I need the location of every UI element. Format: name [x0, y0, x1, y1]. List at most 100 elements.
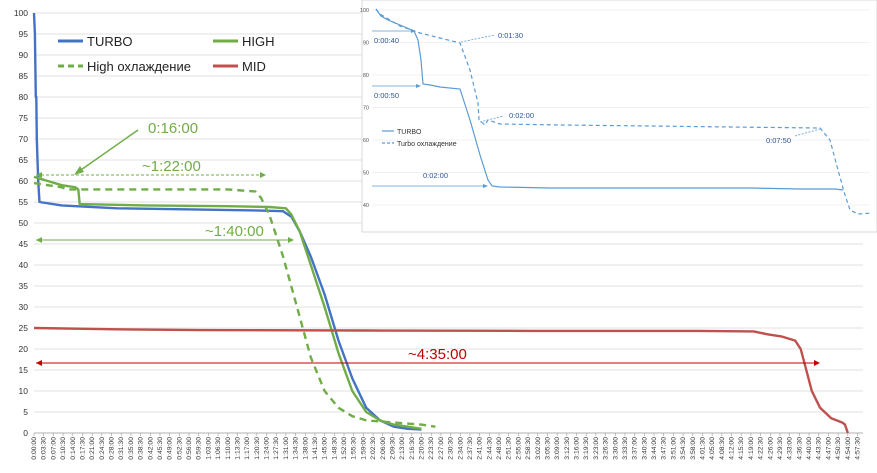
y-tick-label: 35	[19, 281, 29, 291]
x-tick-label: 3:47:30	[661, 437, 668, 460]
inset-y-tick-label: 90	[363, 41, 369, 47]
x-tick-label: 2:41:00	[477, 437, 484, 460]
x-tick-label: 2:23:30	[428, 437, 435, 460]
x-tick-label: 1:55:30	[351, 437, 358, 460]
x-tick-label: 0:03:30	[41, 437, 48, 460]
inset-line-turbo	[375, 8, 844, 191]
annotation-1h22: ~1:22:00	[36, 158, 266, 178]
x-tick-label: 4:22:30	[758, 437, 765, 460]
inset-annotation-0-01-30: 0:01:30	[498, 31, 523, 40]
x-tick-label: 2:37:30	[467, 437, 474, 460]
x-tick-label: 2:44:30	[486, 437, 493, 460]
y-tick-label: 80	[19, 92, 29, 102]
x-tick-label: 0:52:30	[176, 437, 183, 460]
x-tick-label: 2:13:00	[399, 437, 406, 460]
inset-y-tick-label: 60	[363, 138, 369, 144]
x-tick-label: 3:30:00	[612, 437, 619, 460]
x-tick-label: 3:19:30	[583, 437, 590, 460]
y-tick-label: 45	[19, 239, 29, 249]
inset-annotation-0-02-00-a: 0:02:00	[509, 111, 534, 120]
x-tick-label: 4:19:00	[748, 437, 755, 460]
x-tick-label: 0:10:30	[60, 437, 67, 460]
annotation-16min: 0:16:00	[36, 120, 263, 176]
x-tick-label: 0:38:30	[138, 437, 145, 460]
x-tick-label: 2:58:30	[525, 437, 532, 460]
x-tick-label: 0:07:00	[50, 437, 57, 460]
x-tick-label: 2:48:00	[496, 437, 503, 460]
x-tick-label: 3:37:00	[632, 437, 639, 460]
annotation-label-16min: 0:16:00	[148, 120, 198, 137]
x-tick-label: 1:38:00	[302, 437, 309, 460]
x-tick-label: 2:20:00	[419, 437, 426, 460]
x-tick-label: 4:43:30	[816, 437, 823, 460]
legend-label-mid: MID	[242, 59, 266, 74]
x-tick-label: 4:15:30	[738, 437, 745, 460]
x-tick-label: 1:34:30	[293, 437, 300, 460]
x-tick-label: 0:28:00	[109, 437, 116, 460]
x-tick-label: 1:41:30	[312, 437, 319, 460]
x-tick-label: 0:17:30	[79, 437, 86, 460]
x-tick-label: 2:27:00	[438, 437, 445, 460]
legend-label-high: HIGH	[242, 34, 275, 49]
x-tick-label: 3:33:30	[622, 437, 629, 460]
y-tick-labels: 0 5 10 15 20 25 30 35 40 45 50 55 60 65 70 75 80 85 90 95 10…	[14, 8, 28, 438]
x-tick-label: 1:59:00	[360, 437, 367, 460]
y-tick-label: 20	[19, 344, 29, 354]
x-tick-label: 3:05:30	[544, 437, 551, 460]
y-tick-label: 0	[23, 428, 28, 438]
y-tick-label: 25	[19, 323, 29, 333]
y-tick-label: 40	[19, 260, 29, 270]
x-tick-label: 4:12:00	[729, 437, 736, 460]
inset-annotation-0-00-50: 0:00:50	[374, 91, 399, 100]
legend-item-mid: MID	[213, 59, 266, 74]
inset-y-tick-label: 100	[360, 8, 369, 14]
x-tick-label: 1:48:30	[331, 437, 338, 460]
x-tick-label: 3:51:00	[670, 437, 677, 460]
x-tick-label: 3:23:00	[593, 437, 600, 460]
x-tick-label: 3:12:30	[564, 437, 571, 460]
series-line-2	[33, 181, 436, 428]
y-tick-label: 90	[19, 50, 29, 60]
series-line-3	[33, 326, 849, 434]
y-tick-label: 60	[19, 176, 29, 186]
x-tick-label: 0:56:00	[186, 437, 193, 460]
x-tick-label: 0:00:00	[31, 437, 38, 460]
x-tick-label: 1:24:00	[264, 437, 271, 460]
inset-y-tick-label: 80	[363, 73, 369, 79]
annotation-label-4h35: ~4:35:00	[408, 346, 467, 363]
x-tick-label: 1:03:00	[205, 437, 212, 460]
x-tick-label: 0:49:00	[167, 437, 174, 460]
inset-y-tick-labels: 100 90 80 70 60 50 40	[360, 8, 369, 209]
legend-item-high-cooling: High охлаждение	[58, 59, 191, 74]
x-tick-label: 1:10:00	[225, 437, 232, 460]
x-tick-label: 4:33:00	[787, 437, 794, 460]
x-tick-label: 4:50:30	[835, 437, 842, 460]
legend-item-turbo: TURBO	[58, 34, 133, 49]
x-tick-label: 1:27:30	[273, 437, 280, 460]
x-tick-label: 1:45:00	[322, 437, 329, 460]
x-tick-label: 3:58:00	[690, 437, 697, 460]
y-tick-label: 100	[14, 8, 28, 18]
x-tick-labels: 0:00:00 0:03:30 0:07:00 0:10:30 0:14:00 0:17:…	[31, 437, 861, 460]
x-tick-label: 3:26:30	[603, 437, 610, 460]
x-tick-label: 4:54:00	[845, 437, 852, 460]
y-tick-label: 50	[19, 218, 29, 228]
legend-item-high: HIGH	[213, 34, 275, 49]
main-legend: TURBO HIGH High охлаждение MID	[58, 34, 275, 74]
x-tick-label: 0:35:00	[128, 437, 135, 460]
x-tick-label: 0:59:30	[196, 437, 203, 460]
y-tick-label: 15	[19, 365, 29, 375]
x-tick-label: 4:47:00	[825, 437, 832, 460]
legend-label-high-cooling: High охлаждение	[87, 59, 191, 74]
inset-legend-turbo-cooling: Turbo охлаждение	[397, 141, 457, 148]
x-tick-label: 2:51:30	[506, 437, 513, 460]
x-tick-label: 3:54:30	[680, 437, 687, 460]
annotation-4h35: ~4:35:00	[36, 346, 820, 366]
x-tick-label: 2:34:00	[457, 437, 464, 460]
x-tick-label: 2:55:00	[515, 437, 522, 460]
x-tick-label: 0:14:00	[70, 437, 77, 460]
x-tick-label: 2:09:30	[389, 437, 396, 460]
x-tick-label: 4:29:30	[777, 437, 784, 460]
x-tick-label: 0:45:30	[157, 437, 164, 460]
